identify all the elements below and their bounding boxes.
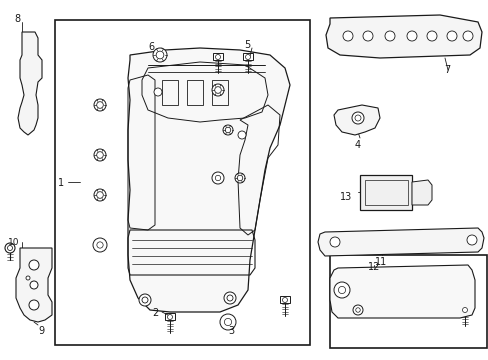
Circle shape xyxy=(139,294,151,306)
Text: 8: 8 xyxy=(14,14,20,24)
Circle shape xyxy=(29,300,39,310)
Text: 6: 6 xyxy=(148,42,154,52)
Circle shape xyxy=(426,31,436,41)
Circle shape xyxy=(93,238,107,252)
Text: 10: 10 xyxy=(8,238,20,247)
Circle shape xyxy=(94,189,106,201)
Circle shape xyxy=(333,282,349,298)
Bar xyxy=(459,306,469,313)
Circle shape xyxy=(446,31,456,41)
Bar xyxy=(213,53,223,60)
Circle shape xyxy=(97,152,103,158)
Circle shape xyxy=(167,315,172,320)
Circle shape xyxy=(338,287,345,294)
Bar xyxy=(280,296,289,303)
Circle shape xyxy=(154,88,162,96)
Circle shape xyxy=(235,173,244,183)
Circle shape xyxy=(156,51,163,59)
Text: 3: 3 xyxy=(227,326,234,336)
Bar xyxy=(243,53,252,60)
Bar xyxy=(359,175,411,210)
Circle shape xyxy=(97,102,103,108)
Circle shape xyxy=(153,48,167,62)
Circle shape xyxy=(226,295,232,301)
Circle shape xyxy=(223,125,232,135)
Circle shape xyxy=(215,54,220,59)
Bar xyxy=(186,80,203,105)
Circle shape xyxy=(238,131,245,139)
Circle shape xyxy=(214,87,221,93)
Circle shape xyxy=(215,175,220,181)
Circle shape xyxy=(29,260,39,270)
Bar xyxy=(55,20,309,345)
Circle shape xyxy=(224,292,236,304)
Text: 7: 7 xyxy=(443,65,449,75)
Circle shape xyxy=(212,172,224,184)
Text: 5: 5 xyxy=(244,40,250,50)
Circle shape xyxy=(354,115,360,121)
Circle shape xyxy=(466,235,476,245)
Polygon shape xyxy=(128,48,289,312)
Circle shape xyxy=(352,305,362,315)
Circle shape xyxy=(7,246,13,251)
Circle shape xyxy=(97,192,103,198)
Circle shape xyxy=(245,54,250,59)
Text: 13: 13 xyxy=(339,192,351,202)
Circle shape xyxy=(94,99,106,111)
Circle shape xyxy=(212,84,224,96)
Circle shape xyxy=(220,314,236,330)
Polygon shape xyxy=(329,265,474,318)
Bar xyxy=(162,80,178,105)
Polygon shape xyxy=(317,228,483,256)
Circle shape xyxy=(224,318,231,325)
Circle shape xyxy=(97,242,103,248)
Text: 11: 11 xyxy=(374,257,386,267)
Circle shape xyxy=(406,31,416,41)
Circle shape xyxy=(30,281,38,289)
Polygon shape xyxy=(18,32,42,135)
Polygon shape xyxy=(325,15,481,58)
Circle shape xyxy=(342,31,352,41)
Circle shape xyxy=(142,297,148,303)
Bar xyxy=(364,180,407,205)
Circle shape xyxy=(237,175,242,181)
Text: 9: 9 xyxy=(38,326,44,336)
Text: 4: 4 xyxy=(354,140,360,150)
Circle shape xyxy=(355,308,360,312)
Bar xyxy=(329,255,486,348)
Polygon shape xyxy=(16,248,52,322)
Circle shape xyxy=(329,237,339,247)
Text: 2: 2 xyxy=(152,308,158,318)
Circle shape xyxy=(282,297,287,302)
Circle shape xyxy=(462,31,472,41)
Circle shape xyxy=(5,243,15,253)
Circle shape xyxy=(384,31,394,41)
Circle shape xyxy=(225,127,230,133)
Circle shape xyxy=(462,307,467,312)
Text: 1: 1 xyxy=(58,178,64,188)
Bar xyxy=(212,80,227,105)
Circle shape xyxy=(94,149,106,161)
Circle shape xyxy=(351,112,363,124)
Polygon shape xyxy=(411,180,431,205)
Circle shape xyxy=(26,276,30,280)
Bar xyxy=(164,313,175,320)
Polygon shape xyxy=(333,105,379,135)
Text: 12: 12 xyxy=(367,262,380,272)
Circle shape xyxy=(362,31,372,41)
